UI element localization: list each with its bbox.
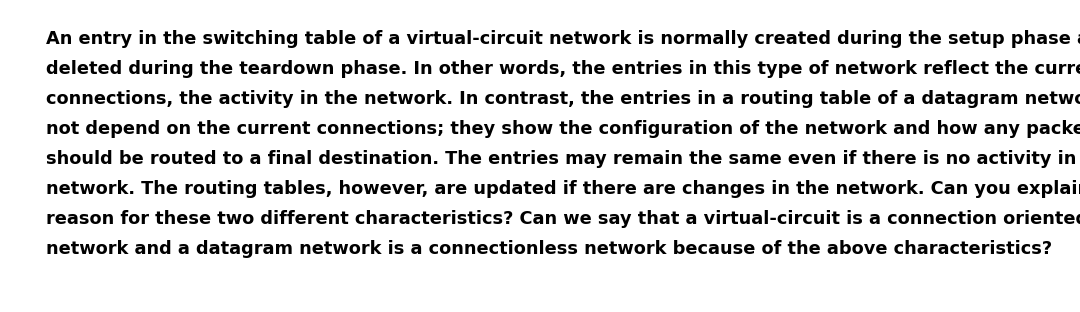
Text: connections, the activity in the network. In contrast, the entries in a routing : connections, the activity in the network… xyxy=(46,90,1080,108)
Text: reason for these two different characteristics? Can we say that a virtual-circui: reason for these two different character… xyxy=(46,210,1080,228)
Text: network and a datagram network is a connectionless network because of the above : network and a datagram network is a conn… xyxy=(46,240,1052,258)
Text: deleted during the teardown phase. In other words, the entries in this type of n: deleted during the teardown phase. In ot… xyxy=(46,60,1080,78)
Text: should be routed to a final destination. The entries may remain the same even if: should be routed to a final destination.… xyxy=(46,150,1080,168)
Text: not depend on the current connections; they show the configuration of the networ: not depend on the current connections; t… xyxy=(46,120,1080,138)
Text: network. The routing tables, however, are updated if there are changes in the ne: network. The routing tables, however, ar… xyxy=(46,180,1080,198)
Text: An entry in the switching table of a virtual-circuit network is normally created: An entry in the switching table of a vir… xyxy=(46,30,1080,48)
